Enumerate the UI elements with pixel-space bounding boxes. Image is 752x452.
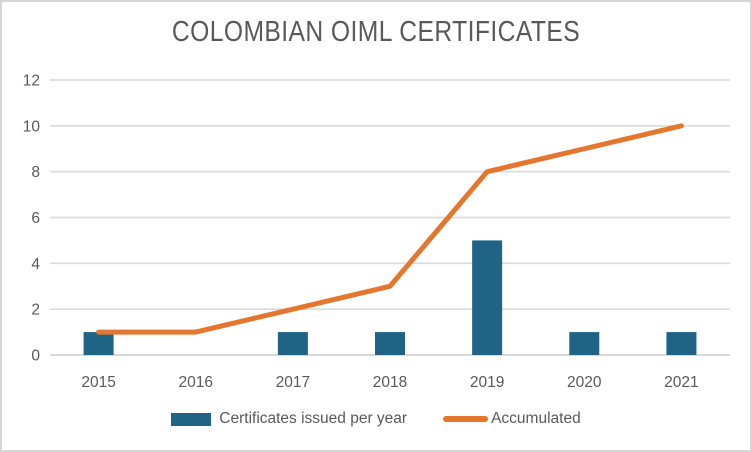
x-tick-label: 2016	[178, 374, 212, 391]
y-tick-label: 0	[31, 348, 40, 365]
y-tick-label: 10	[23, 118, 41, 135]
legend-item-bars: Certificates issued per year	[171, 410, 407, 428]
y-tick-label: 12	[23, 73, 40, 90]
x-tick-label: 2017	[276, 374, 310, 391]
accumulated-line	[96, 123, 684, 335]
bar-2020	[569, 332, 600, 355]
bar-2015	[83, 332, 114, 355]
x-tick-label: 2020	[567, 374, 602, 391]
legend-item-line: Accumulated	[443, 410, 581, 428]
legend-label-bars: Certificates issued per year	[219, 410, 408, 427]
bar-series-swatch	[171, 412, 212, 426]
bar-2019	[472, 240, 503, 355]
x-tick-label: 2019	[470, 374, 504, 391]
y-tick-label: 8	[31, 164, 40, 181]
chart-legend: Certificates issued per year Accumulated	[2, 410, 750, 428]
bar-2021	[666, 332, 697, 355]
line-series-swatch	[443, 416, 489, 422]
y-tick-label: 2	[31, 302, 40, 319]
x-tick-label: 2021	[664, 374, 698, 391]
x-tick-label: 2018	[373, 374, 407, 391]
y-tick-label: 6	[31, 210, 40, 227]
chart-title: COLOMBIAN OIML CERTIFICATES	[171, 16, 581, 48]
legend-label-line: Accumulated	[491, 410, 581, 427]
chart-plot-area: 0 2 4 6 8 10 12 2015 2016 2017 2018 2019 2020 2021	[23, 73, 730, 391]
bar-2017	[277, 332, 308, 355]
y-tick-label: 4	[31, 256, 40, 273]
bar-2018	[375, 332, 405, 355]
x-tick-label: 2015	[81, 374, 115, 391]
